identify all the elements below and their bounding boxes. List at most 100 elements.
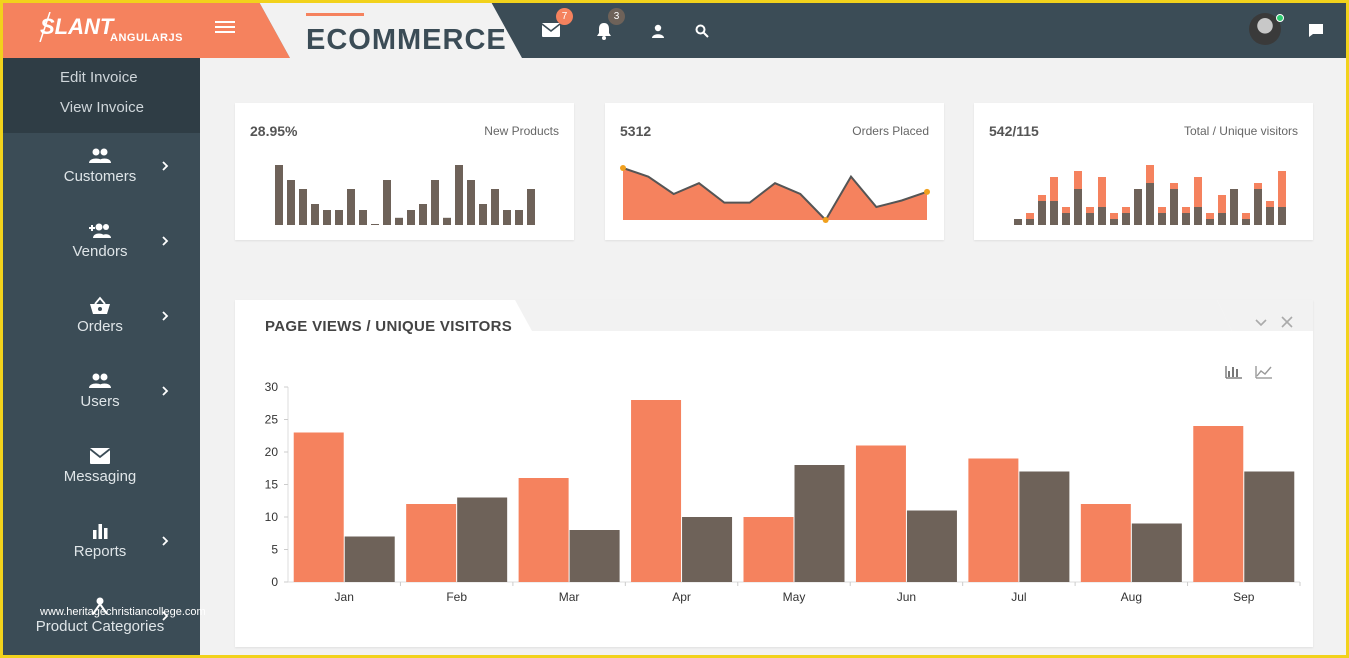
sparkline-bar-unique (1158, 213, 1166, 225)
line-view-icon[interactable] (1255, 364, 1273, 380)
sparkline-bar (467, 180, 475, 225)
chart-bar (1193, 426, 1244, 582)
user-icon[interactable] (648, 20, 668, 40)
sparkline-bar-unique (1206, 219, 1214, 225)
submenu-view-invoice[interactable]: View Invoice (60, 99, 144, 116)
sidebar-item-label: Messaging (63, 468, 137, 485)
sparkline-bar (347, 189, 355, 225)
sparkline-bar-unique (1230, 189, 1238, 225)
close-icon[interactable] (1279, 314, 1295, 330)
sparkline-bar (323, 210, 331, 225)
stat-card-orders-placed: 5312 Orders Placed (605, 103, 944, 240)
people-icon (89, 373, 111, 388)
y-tick-label: 25 (265, 413, 279, 427)
sparkline-bar-unique (1110, 219, 1118, 225)
chat-icon[interactable] (1306, 20, 1326, 40)
stat-label: Total / Unique visitors (1183, 124, 1298, 138)
sidebar-item-label: Orders (77, 318, 123, 335)
panel-header-shape (515, 300, 1313, 331)
x-tick-label: Aug (1121, 590, 1142, 604)
sidebar-item-orders[interactable]: Orders (0, 288, 200, 363)
bar-chart-icon (93, 524, 108, 539)
watermark-text: www.heritagechristiancollege.com (40, 606, 206, 618)
top-navbar: SLANT ANGULARJS ECOMMERCE 7 3 (0, 0, 1349, 58)
sidebar-item-customers[interactable]: Customers (0, 138, 200, 213)
sidebar-item-reports[interactable]: Reports (0, 513, 200, 588)
chart-bar (855, 445, 906, 582)
chart-bar (631, 400, 682, 582)
chart-bar (1244, 471, 1295, 582)
sparkline-bar-total (1218, 195, 1226, 225)
sparkline-bar-unique (1278, 207, 1286, 225)
chart-bar (1080, 504, 1131, 582)
mail-icon[interactable] (541, 20, 561, 40)
sparkline-bar (299, 189, 307, 225)
sparkline-area (623, 168, 927, 220)
avatar[interactable] (1249, 13, 1281, 45)
sparkline-point (822, 217, 829, 223)
invoice-submenu: Edit Invoice View Invoice (0, 58, 200, 133)
chart-bar (906, 510, 957, 582)
page-views-chart: 0 5 10 15 20 25 30 Jan Feb Mar Apr May Jun Jul Aug Sep (265, 380, 1301, 604)
chart-bar (293, 432, 344, 582)
sidebar-item-label: Users (80, 393, 120, 410)
sidebar-item-users[interactable]: Users (0, 363, 200, 438)
sparkline-bar (395, 217, 403, 225)
hierarchy-icon (92, 597, 108, 615)
chevron-right-icon (162, 536, 169, 546)
sparkline-bar (431, 180, 439, 225)
sidebar-item-product-categories[interactable]: Product Categories (0, 588, 200, 658)
chart-bar (743, 517, 794, 582)
sidebar-item-vendors[interactable]: Vendors (0, 213, 200, 288)
chart-bar (968, 458, 1019, 582)
mail-count-badge: 7 (556, 8, 573, 25)
sparkline-bar-unique (1086, 213, 1094, 225)
sparkline-bar (479, 204, 487, 225)
new-products-sparkline (275, 165, 535, 225)
brand-logo[interactable]: SLANT ANGULARJS (0, 0, 290, 58)
title-accent-bar (306, 13, 364, 16)
sparkline-bar (383, 180, 391, 225)
orders-placed-sparkline (620, 165, 930, 223)
x-tick-label: Jul (1011, 590, 1026, 604)
sparkline-bar (515, 210, 523, 225)
chart-bar (1019, 471, 1070, 582)
chevron-right-icon (162, 386, 169, 396)
x-tick-label: Mar (559, 590, 580, 604)
hamburger-menu-icon[interactable] (213, 18, 237, 38)
sparkline-bar (443, 217, 451, 225)
chevron-down-icon[interactable] (1253, 314, 1269, 330)
y-tick-label: 10 (265, 510, 279, 524)
x-tick-label: Jun (897, 590, 916, 604)
people-icon (89, 148, 111, 163)
stat-label: Orders Placed (852, 124, 929, 138)
sparkline-bar-unique (1074, 189, 1082, 225)
bar-view-icon[interactable] (1225, 364, 1243, 380)
sparkline-bar-unique (1146, 183, 1154, 225)
sparkline-point (620, 165, 626, 171)
sparkline-point (924, 188, 930, 195)
sparkline-bar (359, 210, 367, 225)
sparkline-bar-total (1098, 177, 1106, 225)
sidebar-item-label: Vendors (72, 243, 128, 260)
chevron-right-icon (162, 161, 169, 171)
sidebar-item-messaging[interactable]: Messaging (0, 438, 200, 513)
panel-title: PAGE VIEWS / UNIQUE VISITORS (265, 318, 513, 335)
chevron-right-icon (162, 236, 169, 246)
sparkline-bar (407, 210, 415, 225)
search-icon[interactable] (692, 20, 712, 40)
page-title: ECOMMERCE (306, 24, 507, 56)
envelope-icon (89, 448, 111, 464)
sparkline-bar-unique (1062, 213, 1070, 225)
chart-bar (569, 530, 620, 582)
stat-value: 28.95% (250, 123, 298, 139)
submenu-edit-invoice[interactable]: Edit Invoice (60, 69, 138, 86)
add-people-icon (89, 223, 111, 238)
sparkline-bar-unique (1242, 219, 1250, 225)
stat-card-visitors: 542/115 Total / Unique visitors (974, 103, 1313, 240)
bell-icon[interactable] (594, 20, 614, 40)
sparkline-bar-unique (1134, 189, 1142, 225)
sparkline-line (622, 167, 928, 222)
sparkline-bar (311, 204, 319, 225)
sparkline-bar (287, 180, 295, 225)
